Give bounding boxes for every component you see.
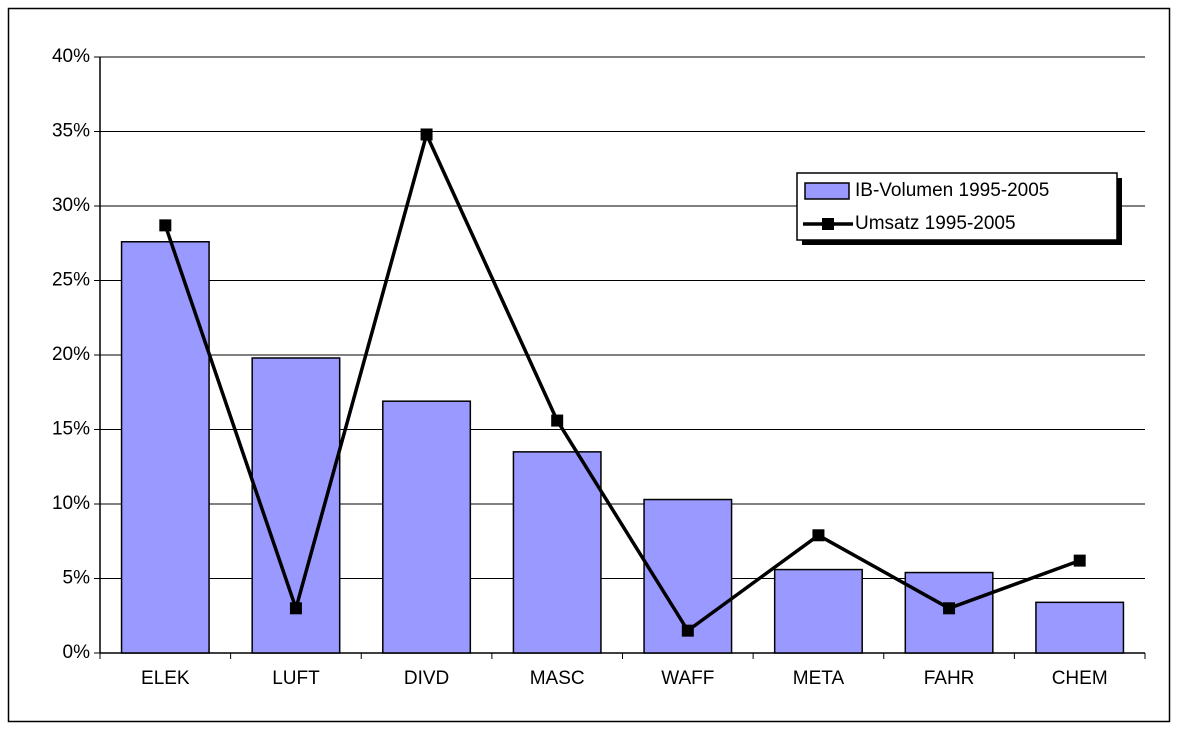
y-tick-label: 20% bbox=[52, 344, 90, 365]
legend bbox=[796, 172, 1118, 241]
legend-label: IB-Volumen 1995-2005 bbox=[855, 180, 1049, 201]
bar bbox=[382, 400, 472, 654]
x-tick-label: DIVD bbox=[404, 668, 449, 689]
marker bbox=[551, 414, 564, 427]
marker bbox=[1073, 554, 1086, 567]
bar bbox=[120, 241, 210, 654]
y-tick-label: 5% bbox=[63, 568, 91, 589]
y-tick-label: 15% bbox=[52, 419, 90, 440]
marker bbox=[420, 128, 433, 141]
y-tick-label: 25% bbox=[52, 270, 90, 291]
legend-swatch bbox=[822, 218, 834, 230]
legend-label: Umsatz 1995-2005 bbox=[855, 213, 1016, 234]
marker bbox=[812, 529, 825, 542]
line bbox=[163, 129, 1081, 634]
y-tick-label: 35% bbox=[52, 121, 90, 142]
x-tick-label: META bbox=[793, 668, 845, 689]
x-tick-label: FAHR bbox=[924, 668, 975, 689]
y-tick-label: 40% bbox=[52, 46, 90, 67]
x-tick-label: ELEK bbox=[141, 668, 190, 689]
y-tick-label: 10% bbox=[52, 493, 90, 514]
marker bbox=[681, 624, 694, 637]
marker bbox=[943, 602, 956, 615]
bar bbox=[773, 568, 863, 654]
x-tick-label: WAFF bbox=[661, 668, 714, 689]
x-tick-label: CHEM bbox=[1052, 668, 1108, 689]
x-tick-label: MASC bbox=[530, 668, 585, 689]
marker bbox=[159, 219, 172, 232]
marker bbox=[289, 602, 302, 615]
y-tick-label: 0% bbox=[63, 642, 91, 663]
legend-swatch bbox=[804, 182, 850, 200]
x-tick-label: LUFT bbox=[272, 668, 320, 689]
y-tick-label: 30% bbox=[52, 195, 90, 216]
bar bbox=[1035, 601, 1125, 654]
bar bbox=[512, 451, 602, 654]
